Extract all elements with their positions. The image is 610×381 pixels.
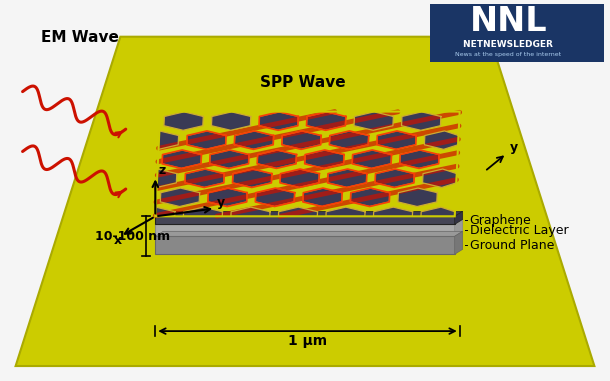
Polygon shape (16, 37, 594, 366)
Polygon shape (423, 169, 457, 187)
Text: NNL: NNL (470, 5, 547, 38)
Text: News at the speed of the internet: News at the speed of the internet (455, 52, 561, 57)
Text: SPP Wave: SPP Wave (260, 75, 346, 90)
Polygon shape (350, 188, 390, 207)
Text: Ground Plane: Ground Plane (470, 239, 554, 252)
Text: x: x (113, 234, 121, 247)
Polygon shape (232, 169, 272, 187)
Polygon shape (280, 169, 320, 187)
Polygon shape (303, 188, 342, 207)
Polygon shape (160, 188, 199, 207)
Polygon shape (208, 188, 247, 207)
Text: y: y (509, 141, 518, 154)
Polygon shape (326, 207, 365, 216)
Polygon shape (164, 112, 203, 130)
Polygon shape (377, 131, 416, 149)
Polygon shape (156, 224, 454, 236)
Polygon shape (231, 207, 270, 216)
Polygon shape (398, 188, 437, 207)
Polygon shape (212, 112, 251, 130)
Polygon shape (282, 131, 321, 149)
Polygon shape (234, 131, 274, 149)
Polygon shape (425, 131, 459, 149)
Polygon shape (454, 219, 462, 236)
Text: EM Wave: EM Wave (40, 30, 118, 45)
Polygon shape (354, 112, 393, 130)
Text: NET​NEWSLEDGER: NET​NEWSLEDGER (464, 40, 553, 49)
Text: Dielectric Layer: Dielectric Layer (470, 224, 569, 237)
Polygon shape (157, 169, 177, 187)
Polygon shape (329, 131, 368, 149)
Polygon shape (306, 112, 346, 130)
Polygon shape (156, 219, 462, 224)
Polygon shape (156, 216, 454, 224)
Polygon shape (421, 207, 455, 216)
Polygon shape (259, 112, 298, 130)
Polygon shape (185, 169, 224, 187)
Polygon shape (257, 150, 296, 168)
Polygon shape (256, 188, 295, 207)
Polygon shape (187, 131, 226, 149)
Polygon shape (400, 150, 439, 168)
FancyBboxPatch shape (429, 4, 605, 62)
Polygon shape (401, 112, 441, 130)
Polygon shape (156, 236, 454, 254)
Polygon shape (162, 150, 201, 168)
Text: Graphene: Graphene (470, 214, 531, 227)
Polygon shape (352, 150, 392, 168)
Text: 1 μm: 1 μm (288, 334, 327, 348)
Polygon shape (304, 150, 344, 168)
Text: z: z (159, 165, 165, 178)
Polygon shape (373, 207, 412, 216)
Polygon shape (328, 169, 367, 187)
Text: y: y (217, 196, 225, 210)
Polygon shape (156, 211, 462, 216)
Polygon shape (156, 207, 175, 216)
Polygon shape (159, 131, 179, 149)
Polygon shape (210, 150, 249, 168)
Text: 10-100 nm: 10-100 nm (95, 230, 171, 243)
Polygon shape (278, 207, 318, 216)
Polygon shape (454, 211, 462, 224)
Polygon shape (454, 231, 462, 254)
Polygon shape (375, 169, 414, 187)
Polygon shape (156, 231, 462, 236)
Polygon shape (184, 207, 223, 216)
